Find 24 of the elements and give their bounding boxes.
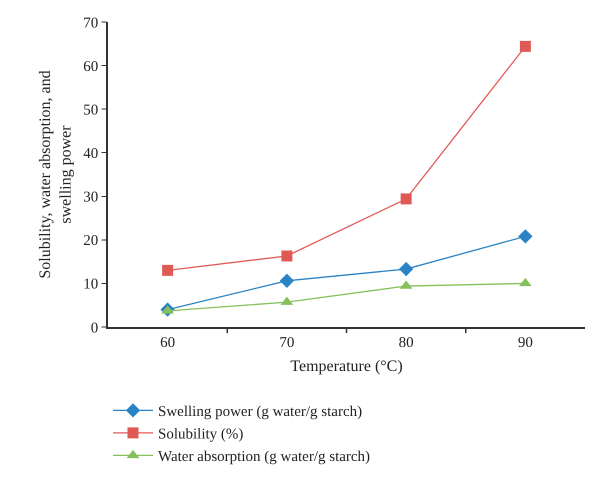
x-axis-title: Temperature (°C) xyxy=(290,358,403,375)
x-tick-label: 60 xyxy=(160,334,176,351)
point xyxy=(400,193,412,204)
point xyxy=(520,40,531,52)
legend-label: Solubility (%) xyxy=(158,426,244,443)
y-tick-label: 20 xyxy=(83,233,98,250)
y-tick-label: 50 xyxy=(83,102,98,118)
point xyxy=(280,274,294,288)
y-tick-label: 0 xyxy=(90,320,98,336)
point xyxy=(398,262,414,276)
x-tick-label: 70 xyxy=(279,334,294,351)
y-tick-label: 70 xyxy=(83,15,98,32)
point xyxy=(162,264,174,276)
y-tick-label: 60 xyxy=(83,58,98,75)
x-tick-label: 80 xyxy=(398,334,414,351)
legend-label: Water absorption (g water/g starch) xyxy=(158,449,370,466)
point xyxy=(281,250,292,262)
y-tick-label: 30 xyxy=(83,190,98,206)
legend-label: Swelling power (g water/g starch) xyxy=(158,404,362,420)
y-axis-title: Solubility, water absorption, and swelling power xyxy=(36,70,75,279)
y-tick-label: 40 xyxy=(83,146,98,162)
y-tick-label: 10 xyxy=(83,276,98,293)
x-tick-label: 90 xyxy=(518,334,533,351)
point xyxy=(518,229,533,244)
